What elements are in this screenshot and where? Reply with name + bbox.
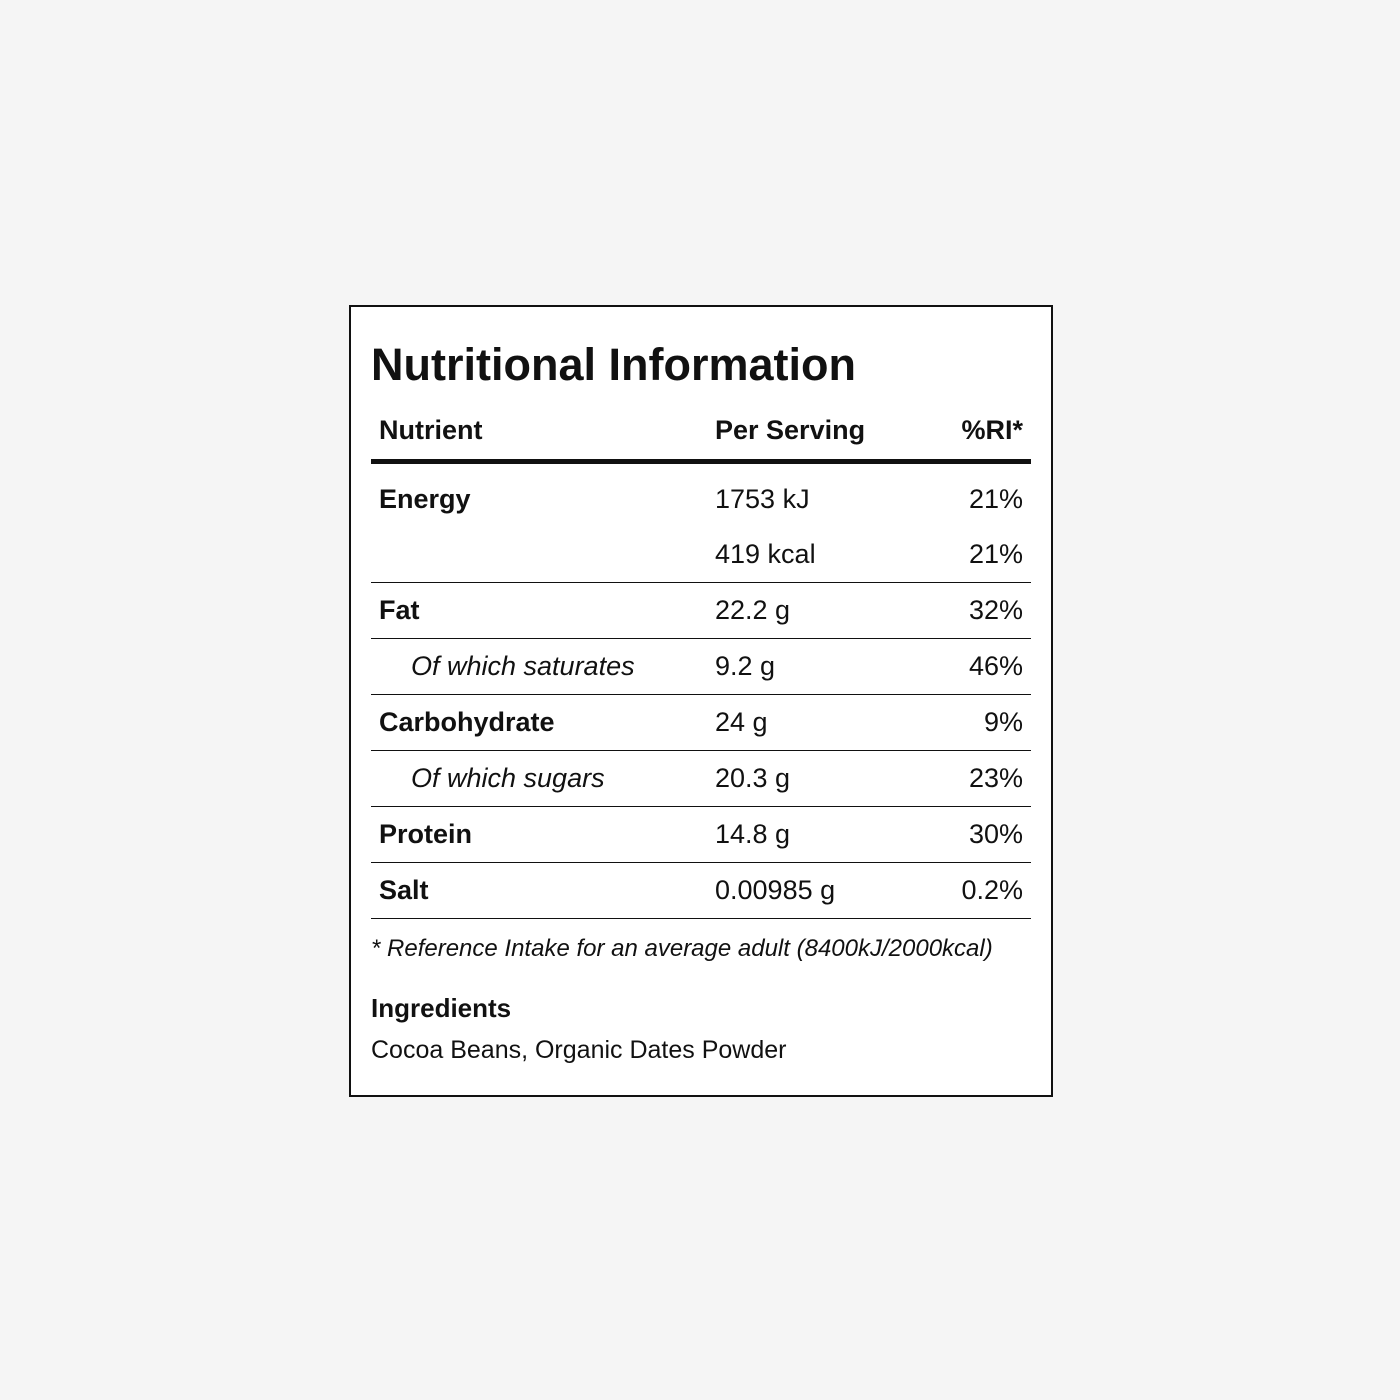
- per-serving: 9.2 g: [715, 651, 776, 681]
- table-row: Energy 1753 kJ 21% 419 kcal 21%: [371, 464, 1031, 583]
- per-serving: 24 g: [715, 707, 768, 737]
- ingredients-text: Cocoa Beans, Organic Dates Powder: [371, 1036, 787, 1064]
- title: Nutritional Information: [371, 339, 856, 390]
- ri-percent: 0.2%: [961, 875, 1023, 905]
- per-serving: 20.3 g: [715, 763, 791, 793]
- ri-percent: 23%: [968, 763, 1023, 793]
- ri-percent: 21%: [968, 484, 1023, 514]
- row-line: Of which saturates 9.2 g 46%: [371, 639, 1031, 694]
- per-serving: 22.2 g: [715, 595, 791, 625]
- row-line: 419 kcal 21%: [371, 527, 1031, 582]
- table-row: Of which sugars 20.3 g 23%: [371, 751, 1031, 807]
- table-row: Protein 14.8 g 30%: [371, 807, 1031, 863]
- ingredients-heading: Ingredients: [371, 993, 512, 1023]
- per-serving: 0.00985 g: [715, 875, 836, 905]
- nutrient-name: Carbohydrate: [379, 707, 555, 737]
- row-line: Of which sugars 20.3 g 23%: [371, 751, 1031, 806]
- row-line: Carbohydrate 24 g 9%: [371, 695, 1031, 750]
- table-row: Salt 0.00985 g 0.2%: [371, 863, 1031, 919]
- ri-percent: 30%: [968, 819, 1023, 849]
- nutrient-name: Energy: [379, 484, 471, 514]
- nutrient-name: Fat: [379, 595, 420, 625]
- per-serving: 1753 kJ: [715, 484, 810, 514]
- nutrient-name: Of which saturates: [411, 651, 635, 681]
- header-cell: %RI*: [961, 414, 1023, 445]
- ri-percent: 32%: [968, 595, 1023, 625]
- nutrition-card: Nutritional Information Nutrient Per Ser…: [349, 305, 1053, 1097]
- table-header: Nutrient Per Serving %RI*: [371, 405, 1031, 464]
- footnote: * Reference Intake for an average adult …: [371, 935, 993, 962]
- per-serving: 419 kcal: [715, 539, 816, 569]
- row-line: Fat 22.2 g 32%: [371, 583, 1031, 638]
- ri-percent: 9%: [983, 707, 1023, 737]
- nutrient-name: Of which sugars: [411, 763, 605, 793]
- table-row: Of which saturates 9.2 g 46%: [371, 639, 1031, 695]
- row-line: Protein 14.8 g 30%: [371, 807, 1031, 862]
- row-line: Energy 1753 kJ 21%: [371, 472, 1031, 527]
- header-cell: Per Serving: [715, 414, 866, 445]
- per-serving: 14.8 g: [715, 819, 791, 849]
- header-cell: Nutrient: [379, 414, 483, 445]
- row-line: Salt 0.00985 g 0.2%: [371, 863, 1031, 918]
- ri-percent: 46%: [968, 651, 1023, 681]
- table-body: Energy 1753 kJ 21% 419 kcal 21% Fat 22.2 g 32% O…: [371, 464, 1031, 919]
- ri-percent: 21%: [968, 539, 1023, 569]
- table-row: Fat 22.2 g 32%: [371, 583, 1031, 639]
- table-row: Carbohydrate 24 g 9%: [371, 695, 1031, 751]
- nutrient-name: Protein: [379, 819, 473, 849]
- nutrient-name: Salt: [379, 875, 429, 905]
